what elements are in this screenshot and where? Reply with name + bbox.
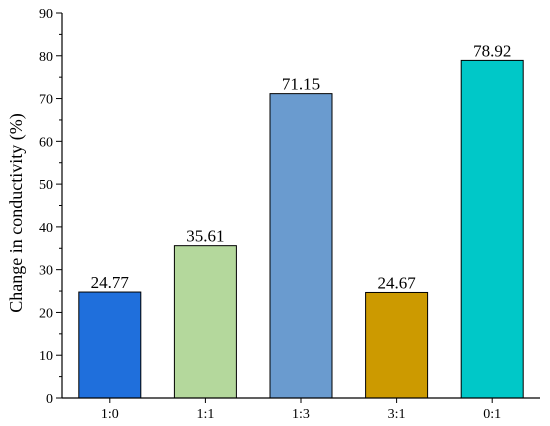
y-tick-label: 70 <box>39 93 53 108</box>
data-label-1: 35.61 <box>186 227 224 246</box>
y-tick-label: 60 <box>39 135 53 150</box>
y-tick-label: 20 <box>39 306 53 321</box>
data-label-4: 78.92 <box>473 41 511 60</box>
x-tick-label: 1:0 <box>101 407 119 422</box>
data-label-2: 71.15 <box>282 75 320 94</box>
y-tick-label: 80 <box>39 50 53 65</box>
x-tick-label: 3:1 <box>388 407 406 422</box>
x-tick-label: 0:1 <box>483 407 501 422</box>
bar-3-1 <box>365 291 429 399</box>
data-label-3: 24.67 <box>377 273 416 292</box>
y-tick-label: 0 <box>46 392 53 407</box>
y-tick-label: 30 <box>39 264 53 279</box>
bar-1-3 <box>269 93 333 399</box>
x-tick-label: 1:3 <box>292 407 310 422</box>
y-tick-label: 90 <box>39 7 53 22</box>
y-tick-label: 10 <box>39 349 53 364</box>
bar-0-1 <box>460 59 524 399</box>
bar-1-0 <box>78 291 142 399</box>
bar-1-1 <box>173 245 237 399</box>
x-tick-label: 1:1 <box>196 407 214 422</box>
plot-area: 24.77 35.61 71.15 24.67 78.92 0 10 20 30 40 50 60 70… <box>39 7 540 422</box>
y-tick-label: 40 <box>39 221 53 236</box>
y-axis-title: Change in conductivity (%) <box>6 113 27 312</box>
y-tick-label: 50 <box>39 178 53 193</box>
data-label-0: 24.77 <box>91 273 130 292</box>
